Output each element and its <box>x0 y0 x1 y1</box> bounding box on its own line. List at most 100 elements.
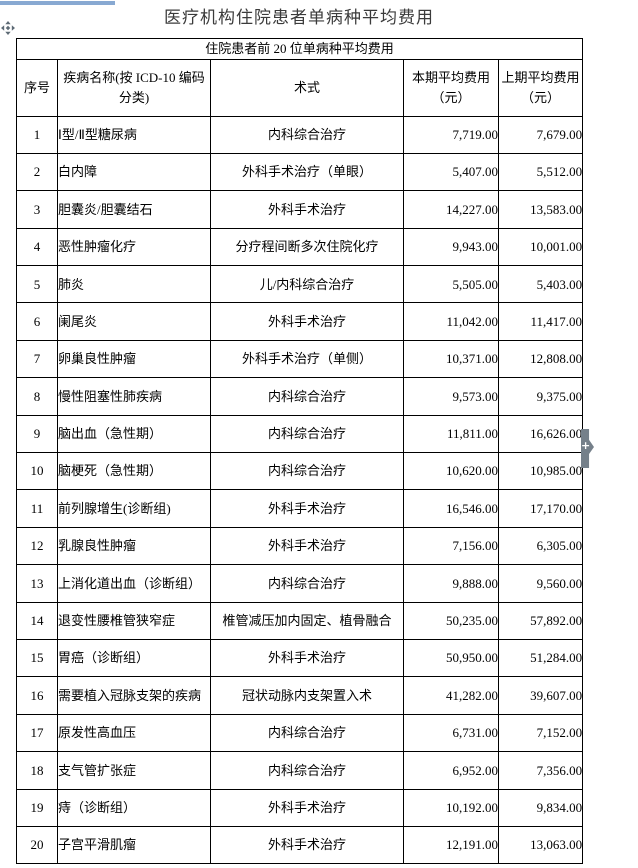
cell-procedure: 外科手术治疗（单侧） <box>210 339 404 379</box>
cell-disease-name: 胆囊炎/胆囊结石 <box>57 190 211 229</box>
cell-procedure: 儿/内科综合治疗 <box>210 265 404 304</box>
table-row: 10 脑梗死（急性期） 内科综合治疗 10,620.00 10,985.00 <box>16 452 584 491</box>
table-row: 20 子宫平滑肌瘤 外科手术治疗 12,191.00 13,063.00 <box>16 825 584 865</box>
cell-previous-cost: 10,985.00 <box>497 452 584 491</box>
cell-current-cost: 41,282.00 <box>403 676 499 715</box>
cell-row-number: 17 <box>16 713 58 753</box>
table-row: 1 Ⅰ型/Ⅱ型糖尿病 内科综合治疗 7,719.00 7,679.00 <box>16 115 584 154</box>
cell-procedure: 内科综合治疗 <box>210 452 404 491</box>
table-row: 2 白内障 外科手术治疗（单眼） 5,407.00 5,512.00 <box>16 152 584 192</box>
table-row: 8 慢性阻塞性肺疾病 内科综合治疗 9,573.00 9,375.00 <box>16 377 584 416</box>
cell-previous-cost: 57,892.00 <box>497 601 584 640</box>
cell-procedure: 内科综合治疗 <box>210 713 404 753</box>
cell-disease-name: 恶性肿瘤化疗 <box>57 227 211 267</box>
cell-previous-cost: 51,284.00 <box>497 638 584 678</box>
cell-previous-cost: 17,170.00 <box>497 489 584 528</box>
cell-current-cost: 5,505.00 <box>403 265 499 304</box>
table-row: 12 乳腺良性肿瘤 外科手术治疗 7,156.00 6,305.00 <box>16 526 584 566</box>
table-row: 15 胃癌（诊断组） 外科手术治疗 50,950.00 51,284.00 <box>16 638 584 678</box>
table-row: 5 肺炎 儿/内科综合治疗 5,505.00 5,403.00 <box>16 265 584 304</box>
cell-procedure: 外科手术治疗 <box>210 526 404 566</box>
cell-current-cost: 9,943.00 <box>403 227 499 267</box>
cell-procedure: 椎管减压加内固定、植骨融合 <box>210 601 404 640</box>
cell-current-cost: 50,950.00 <box>403 638 499 678</box>
table-caption: 住院患者前 20 位单病种平均费用 <box>15 38 584 60</box>
cell-row-number: 18 <box>16 751 58 790</box>
cell-previous-cost: 7,356.00 <box>497 751 584 790</box>
cell-row-number: 13 <box>16 564 58 603</box>
table-row: 4 恶性肿瘤化疗 分疗程间断多次住院化疗 9,943.00 10,001.00 <box>16 227 584 267</box>
cell-disease-name: 前列腺增生(诊断组) <box>57 489 211 528</box>
cell-previous-cost: 9,375.00 <box>497 377 584 416</box>
column-header-current-cost: 本期平均费用（元） <box>403 58 499 117</box>
cell-procedure: 外科手术治疗 <box>210 190 404 229</box>
cell-disease-name: 慢性阻塞性肺疾病 <box>57 377 211 416</box>
table-row: 9 脑出血（急性期） 内科综合治疗 11,811.00 16,626.00 <box>16 414 584 454</box>
cell-disease-name: 需要植入冠脉支架的疾病 <box>57 676 211 715</box>
cell-previous-cost: 11,417.00 <box>497 302 584 341</box>
cell-row-number: 5 <box>16 265 58 304</box>
expand-panel-button[interactable]: + <box>581 429 594 468</box>
table-row: 19 痔（诊断组） 外科手术治疗 10,192.00 9,834.00 <box>16 788 584 827</box>
cell-previous-cost: 13,583.00 <box>497 190 584 229</box>
cell-current-cost: 10,371.00 <box>403 339 499 379</box>
cell-row-number: 1 <box>16 115 58 154</box>
cell-current-cost: 14,227.00 <box>403 190 499 229</box>
table-row: 17 原发性高血压 内科综合治疗 6,731.00 7,152.00 <box>16 713 584 753</box>
cell-disease-name: 胃癌（诊断组） <box>57 638 211 678</box>
cell-current-cost: 16,546.00 <box>403 489 499 528</box>
cell-previous-cost: 6,305.00 <box>497 526 584 566</box>
cell-previous-cost: 9,834.00 <box>497 788 584 827</box>
cell-current-cost: 6,731.00 <box>403 713 499 753</box>
cell-row-number: 16 <box>16 676 58 715</box>
move-arrows-icon <box>1 21 15 35</box>
cell-current-cost: 7,156.00 <box>403 526 499 566</box>
cell-previous-cost: 10,001.00 <box>497 227 584 267</box>
avg-cost-table: 住院患者前 20 位单病种平均费用 序号 疾病名称(按 ICD-10 编码分类)… <box>15 38 584 865</box>
table-row: 7 卵巢良性肿瘤 外科手术治疗（单侧） 10,371.00 12,808.00 <box>16 339 584 379</box>
cell-disease-name: 卵巢良性肿瘤 <box>57 339 211 379</box>
cell-procedure: 外科手术治疗（单眼） <box>210 152 404 192</box>
table-row: 3 胆囊炎/胆囊结石 外科手术治疗 14,227.00 13,583.00 <box>16 190 584 229</box>
move-handle-icon[interactable] <box>1 21 15 35</box>
table-row: 11 前列腺增生(诊断组) 外科手术治疗 16,546.00 17,170.00 <box>16 489 584 528</box>
cell-current-cost: 7,719.00 <box>403 115 499 154</box>
cell-previous-cost: 13,063.00 <box>497 825 584 865</box>
window-accent-bar <box>0 1 115 5</box>
cell-row-number: 3 <box>16 190 58 229</box>
cell-current-cost: 6,952.00 <box>403 751 499 790</box>
cell-disease-name: 脑出血（急性期） <box>57 414 211 454</box>
cell-procedure: 内科综合治疗 <box>210 414 404 454</box>
cell-procedure: 外科手术治疗 <box>210 825 404 865</box>
cell-procedure: 内科综合治疗 <box>210 377 404 416</box>
cell-disease-name: 脑梗死（急性期） <box>57 452 211 491</box>
cell-disease-name: 肺炎 <box>57 265 211 304</box>
cell-previous-cost: 7,152.00 <box>497 713 584 753</box>
cell-procedure: 外科手术治疗 <box>210 788 404 827</box>
cell-procedure: 内科综合治疗 <box>210 115 404 154</box>
table-row: 14 退变性腰椎管狭窄症 椎管减压加内固定、植骨融合 50,235.00 57,… <box>16 601 584 640</box>
cell-disease-name: 痔（诊断组） <box>57 788 211 827</box>
page-title: 医疗机构住院患者单病种平均费用 <box>164 8 434 27</box>
column-header-no: 序号 <box>16 58 58 117</box>
cell-current-cost: 5,407.00 <box>403 152 499 192</box>
cell-previous-cost: 16,626.00 <box>497 414 584 454</box>
cell-row-number: 9 <box>16 414 58 454</box>
cell-row-number: 15 <box>16 638 58 678</box>
cell-disease-name: 原发性高血压 <box>57 713 211 753</box>
column-header-procedure: 术式 <box>210 58 404 117</box>
cell-previous-cost: 5,403.00 <box>497 265 584 304</box>
cell-procedure: 外科手术治疗 <box>210 489 404 528</box>
cell-current-cost: 10,620.00 <box>403 452 499 491</box>
cell-row-number: 14 <box>16 601 58 640</box>
cell-procedure: 内科综合治疗 <box>210 751 404 790</box>
column-header-previous-cost: 上期平均费用（元） <box>497 58 584 117</box>
cell-previous-cost: 7,679.00 <box>497 115 584 154</box>
cell-row-number: 11 <box>16 489 58 528</box>
cell-disease-name: 子宫平滑肌瘤 <box>57 825 211 865</box>
table-row: 13 上消化道出血（诊断组） 内科综合治疗 9,888.00 9,560.00 <box>16 564 584 603</box>
cell-disease-name: 乳腺良性肿瘤 <box>57 526 211 566</box>
cell-row-number: 20 <box>16 825 58 865</box>
cell-row-number: 4 <box>16 227 58 267</box>
cell-row-number: 6 <box>16 302 58 341</box>
